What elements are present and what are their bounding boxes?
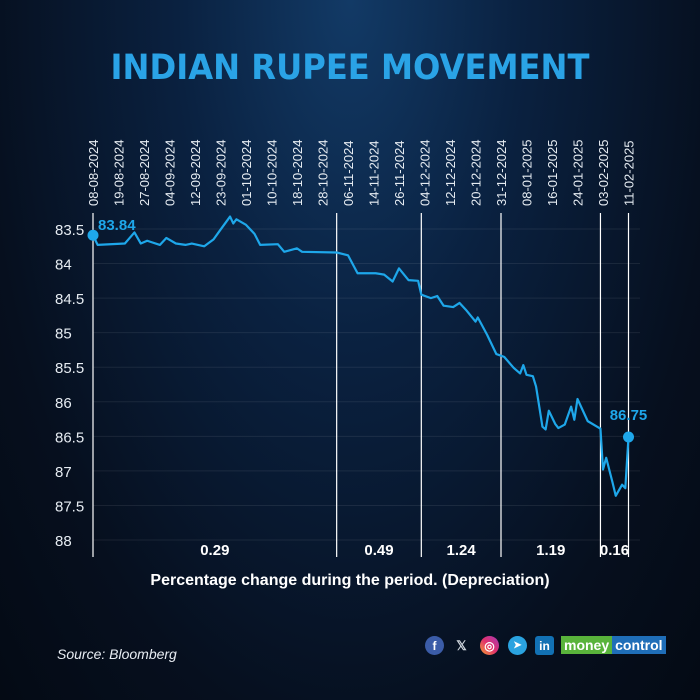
x-tick-label: 08-01-2025 [520, 140, 535, 207]
x-tick-label: 10-10-2024 [265, 140, 280, 207]
x-tick-label: 24-01-2025 [571, 140, 586, 207]
rupee-series-line [92, 215, 630, 497]
y-tick-label: 83.5 [55, 222, 84, 239]
period-change-label: 1.24 [447, 542, 477, 559]
y-tick-label: 85.5 [55, 360, 84, 377]
linkedin-icon[interactable]: in [535, 636, 554, 655]
x-tick-label: 18-10-2024 [290, 140, 305, 207]
period-change-label: 0.49 [364, 542, 393, 559]
x-tick-label: 31-12-2024 [494, 140, 509, 207]
chart-title: INDIAN RUPEE MOVEMENT [110, 48, 590, 88]
endpoint-marker [87, 229, 99, 241]
period-change-label: 0.16 [600, 542, 629, 559]
x-tick-label: 19-08-2024 [112, 140, 127, 207]
x-tick-label: 26-11-2024 [392, 140, 407, 206]
x-tick-label: 04-09-2024 [163, 140, 178, 207]
x-icon[interactable]: 𝕏 [456, 637, 467, 653]
y-tick-label: 87 [55, 464, 72, 481]
period-change-caption: Percentage change during the period. (De… [150, 572, 550, 589]
x-tick-label: 06-11-2024 [341, 140, 356, 206]
y-tick-label: 88 [55, 533, 72, 550]
x-tick-label: 12-12-2024 [443, 140, 458, 207]
y-tick-label: 87.5 [55, 498, 84, 515]
facebook-icon[interactable]: f [425, 636, 444, 655]
value-annotation: 86.75 [610, 407, 648, 424]
x-tick-label: 01-10-2024 [239, 140, 254, 207]
period-change-label: 1.19 [536, 542, 565, 559]
x-tick-label: 16-01-2025 [545, 140, 560, 207]
x-tick-label: 04-12-2024 [418, 140, 433, 207]
x-tick-label: 20-12-2024 [469, 140, 484, 207]
y-tick-label: 86.5 [55, 429, 84, 446]
telegram-icon[interactable]: ➤ [508, 636, 527, 655]
y-tick-label: 84 [55, 257, 72, 274]
period-change-label: 0.29 [200, 542, 229, 559]
x-tick-label: 28-10-2024 [316, 140, 331, 207]
endpoint-marker [623, 431, 634, 443]
x-tick-label: 11-02-2025 [622, 140, 637, 206]
logo-part-control: control [612, 636, 666, 654]
instagram-icon[interactable]: ◎ [480, 636, 499, 655]
y-tick-label: 85 [55, 326, 72, 343]
source-note: Source: Bloomberg [57, 646, 177, 662]
y-tick-label: 86 [55, 395, 72, 412]
x-tick-label: 14-11-2024 [367, 140, 382, 206]
x-tick-label: 12-09-2024 [188, 140, 203, 207]
x-tick-label: 23-09-2024 [214, 140, 229, 207]
x-tick-label: 08-08-2024 [86, 140, 101, 207]
x-tick-label: 03-02-2025 [596, 140, 611, 207]
value-annotation: 83.84 [98, 217, 136, 234]
y-tick-label: 84.5 [55, 291, 84, 308]
logo-part-money: money [561, 636, 613, 654]
x-tick-label: 27-08-2024 [137, 140, 152, 207]
moneycontrol-logo: money control [561, 636, 666, 654]
